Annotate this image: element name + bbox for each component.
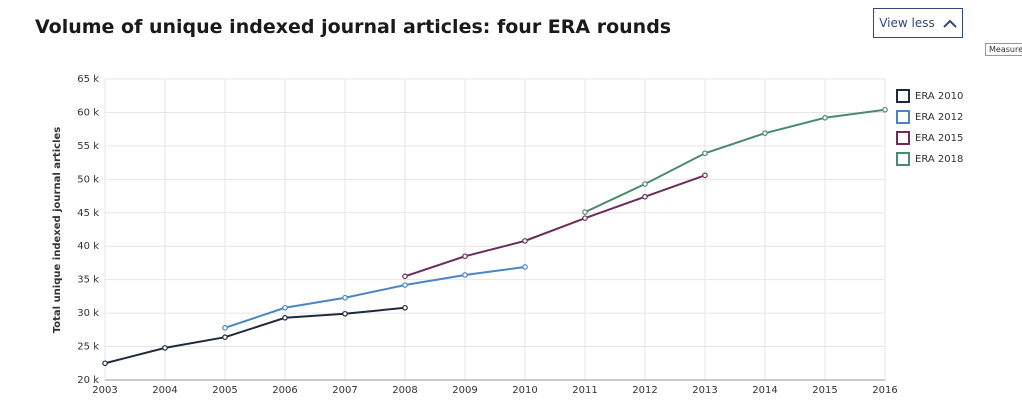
x-tick-label: 2007 [332,385,357,396]
x-tick-label: 2009 [452,385,477,396]
data-point [642,181,648,187]
data-point [342,310,348,317]
y-tick-label: 55 k [77,141,99,152]
data-point [162,345,168,351]
button-label: View less [879,16,935,30]
data-point [402,304,408,311]
data-point [282,314,288,321]
x-tick-label: 2011 [572,385,597,396]
series-line [224,265,526,329]
y-tick-label: 50 k [77,174,99,185]
legend-label: ERA 2018 [915,154,963,165]
data-point [402,282,408,288]
x-tick-label: 2016 [872,385,897,396]
tooltip: Measures, [985,43,1022,56]
x-tick-label: 2004 [152,385,177,396]
y-tick-label: 65 k [77,74,99,85]
legend-swatch [896,131,910,145]
series-line [104,306,406,365]
legend-swatch [896,152,910,166]
view-less-button[interactable]: View less [873,8,963,38]
chart-title: Volume of unique indexed journal article… [35,16,672,38]
legend-label: ERA 2015 [915,133,963,144]
y-axis-label: Total unique indexed journal articles [52,127,63,334]
data-point [702,150,708,157]
legend-swatch [896,110,910,124]
x-tick-label: 2005 [212,385,237,396]
data-point [522,238,528,244]
data-point [222,325,228,331]
x-tick-label: 2006 [272,385,297,396]
data-point [102,360,108,367]
data-point [822,114,828,121]
data-point [462,272,468,278]
series-line [584,108,886,214]
data-point [222,334,228,340]
y-tick-label: 25 k [77,342,99,353]
x-tick-label: 2014 [752,385,777,396]
y-tick-label: 35 k [77,275,99,286]
x-tick-label: 2008 [392,385,417,396]
data-point [762,130,768,136]
y-tick-label: 45 k [77,208,99,219]
x-tick-label: 2010 [512,385,537,396]
data-point [462,253,468,260]
data-point [702,172,708,179]
legend-label: ERA 2012 [915,112,963,123]
data-point [582,215,588,221]
data-point [522,264,528,270]
legend-label: ERA 2010 [915,91,963,102]
x-tick-label: 2003 [92,385,117,396]
data-point [882,106,888,113]
chevron-icon [943,19,957,28]
data-point [282,304,288,311]
data-point [342,294,348,301]
legend-swatch [896,89,910,103]
y-tick-label: 60 k [77,107,99,118]
y-tick-label: 20 k [77,375,99,386]
data-point [582,209,588,215]
x-tick-label: 2012 [632,385,657,396]
series-line [404,174,706,278]
x-tick-label: 2013 [692,385,717,396]
y-tick-label: 40 k [77,241,99,252]
data-point [642,193,648,200]
y-tick-label: 30 k [77,308,99,319]
data-point [402,273,408,280]
x-tick-label: 2015 [812,385,837,396]
